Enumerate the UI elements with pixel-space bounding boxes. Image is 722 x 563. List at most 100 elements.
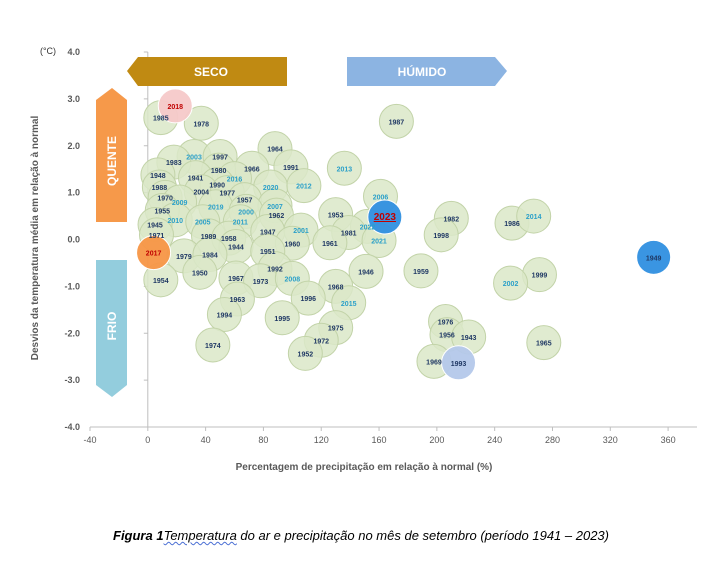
x-tick-label: 240 [487, 435, 502, 445]
scatter-chart: -40 0 40 80 120 160 200 240 280 320 360 4.0 3.0 2.0 1.… [30, 46, 697, 473]
point-label-1953: 1953 [328, 213, 344, 220]
x-tick-label: -40 [83, 435, 96, 445]
point-label-1988: 1988 [152, 185, 168, 192]
point-1993 [441, 345, 477, 381]
point-label-1991: 1991 [283, 165, 299, 172]
point-label-1965: 1965 [536, 341, 552, 348]
y-tick-label: -3.0 [64, 375, 80, 385]
point-label-2020: 2020 [263, 185, 279, 192]
x-tick-label: 360 [661, 435, 676, 445]
point-label-1982: 1982 [444, 216, 460, 223]
seco-label: SECO [194, 65, 228, 79]
point-label-1967: 1967 [228, 276, 244, 283]
point-label-1994: 1994 [217, 313, 233, 320]
point-label-1974: 1974 [205, 343, 221, 350]
y-tick-label: 2.0 [67, 141, 80, 151]
point-label-2004: 2004 [193, 190, 209, 197]
point-2017 [136, 235, 172, 271]
point-label-2005: 2005 [195, 220, 211, 227]
humido-label: HÚMIDO [398, 64, 447, 79]
point-label-1987: 1987 [389, 119, 405, 126]
point-1952 [287, 335, 323, 371]
y-tick-label: 0.0 [67, 235, 80, 245]
point-2018 [157, 88, 193, 124]
x-axis-label: Percentagem de precipitação em relação à… [236, 462, 493, 473]
point-1946 [348, 253, 384, 289]
point-label-1960: 1960 [285, 241, 301, 248]
x-tick-label: 320 [603, 435, 618, 445]
y-axis-label: Desvios da temperatura média em relação … [30, 116, 41, 361]
point-1995 [264, 300, 300, 336]
x-tick-label: 40 [201, 435, 211, 445]
x-tick-label: 160 [372, 435, 387, 445]
point-2012 [286, 168, 322, 204]
point-label-1997: 1997 [212, 155, 228, 162]
point-label-1972: 1972 [313, 338, 329, 345]
frio-label: FRIO [105, 312, 119, 341]
point-label-2013: 2013 [337, 166, 353, 173]
y-tick-label: -2.0 [64, 328, 80, 338]
point-label-1981: 1981 [341, 230, 357, 237]
point-label-2016: 2016 [227, 177, 243, 184]
point-label-1941: 1941 [188, 176, 204, 183]
point-label-2009: 2009 [172, 200, 188, 207]
point-label-2008: 2008 [285, 276, 301, 283]
x-tick-label: 280 [545, 435, 560, 445]
figure-caption: Figura 1Temperatura do ar e precipitação… [0, 528, 722, 543]
caption-rest: do ar e precipitação no mês de setembro … [236, 528, 609, 543]
point-label-1945: 1945 [147, 223, 163, 230]
point-label-2007: 2007 [267, 204, 283, 211]
point-label-1979: 1979 [176, 254, 192, 261]
point-label-1961: 1961 [322, 241, 338, 248]
y-tick-label: 3.0 [67, 94, 80, 104]
point-1996 [290, 280, 326, 316]
point-label-1969: 1969 [426, 359, 442, 366]
point-label-2010: 2010 [167, 218, 183, 225]
point-1965 [526, 325, 562, 361]
y-tick-label: -1.0 [64, 281, 80, 291]
point-label-1944: 1944 [228, 245, 244, 252]
point-2014 [516, 198, 552, 234]
point-label-2012: 2012 [296, 184, 312, 191]
point-label-1949: 1949 [646, 255, 662, 262]
point-label-1992: 1992 [267, 267, 283, 274]
point-label-1989: 1989 [201, 234, 217, 241]
point-1949 [636, 239, 672, 275]
frio-arrow [96, 260, 127, 397]
point-label-1990: 1990 [209, 183, 225, 190]
point-label-1996: 1996 [300, 296, 316, 303]
quente-arrow [96, 88, 127, 222]
point-label-2021: 2021 [371, 238, 387, 245]
point-label-2022: 2022 [360, 224, 376, 231]
point-label-1959: 1959 [413, 269, 429, 276]
seco-arrow [127, 57, 287, 86]
y-tick-label: -4.0 [64, 422, 80, 432]
point-label-2018: 2018 [167, 104, 183, 111]
point-label-2019: 2019 [208, 205, 224, 212]
point-label-1978: 1978 [193, 121, 209, 128]
point-label-1975: 1975 [328, 326, 344, 333]
point-label-1948: 1948 [150, 173, 166, 180]
point-1998 [423, 217, 459, 253]
point-1950 [182, 254, 218, 290]
y-tick-label: 4.0 [67, 47, 80, 57]
point-2002 [493, 265, 529, 301]
point-label-2006: 2006 [373, 194, 389, 201]
point-1978 [183, 105, 219, 141]
point-label-1951: 1951 [260, 249, 276, 256]
point-label-1964: 1964 [267, 147, 283, 154]
point-label-2001: 2001 [293, 228, 309, 235]
point-label-1946: 1946 [358, 269, 374, 276]
point-label-2014: 2014 [526, 214, 542, 221]
point-label-1950: 1950 [192, 270, 208, 277]
point-label-2011: 2011 [233, 220, 248, 227]
point-label-1957: 1957 [237, 198, 253, 205]
point-label-1958: 1958 [221, 236, 237, 243]
region-arrows: SECO HÚMIDO QUENTE FRIO [96, 57, 507, 397]
point-1994 [206, 297, 242, 332]
point-label-1966: 1966 [244, 166, 260, 173]
x-tick-label: 120 [314, 435, 329, 445]
point-label-1995: 1995 [274, 316, 290, 323]
point-label-1956: 1956 [439, 333, 455, 340]
humido-arrow [347, 57, 507, 86]
